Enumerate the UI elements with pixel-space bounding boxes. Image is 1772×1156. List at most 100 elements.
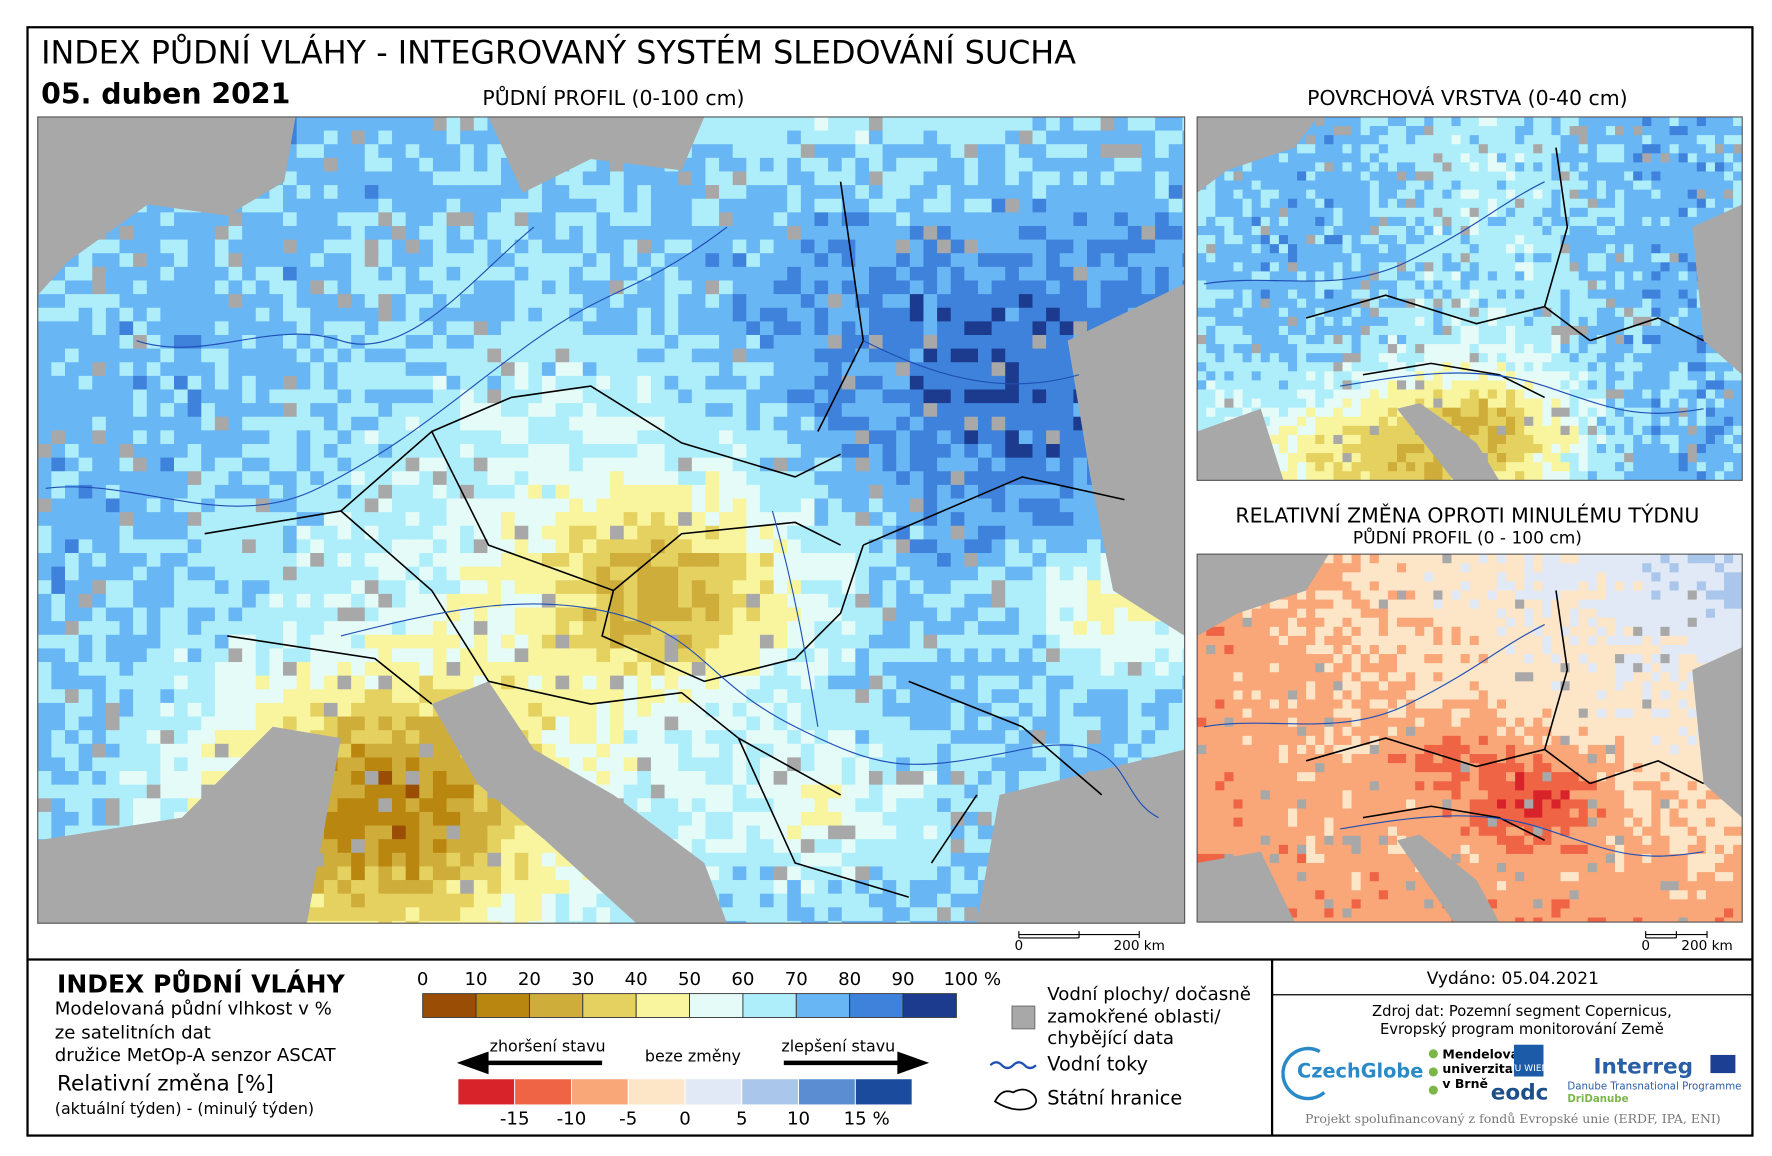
map-cell [909,580,925,595]
map-cell [937,675,952,690]
map-cell [1073,157,1088,173]
map-cell [1046,580,1061,595]
map-cell [950,375,965,391]
map-cell [923,430,938,445]
map-cell [841,294,856,309]
map-cell [896,444,911,459]
map-cell [650,416,666,431]
map-cell [1059,294,1074,309]
map-cell [937,334,952,350]
map-cell [337,662,352,677]
map-cell [242,389,257,404]
map-cell [991,457,1006,472]
map-cell [896,225,911,241]
map-cell [501,648,516,663]
map-cell [896,825,911,840]
map-cell [119,498,134,513]
map-cell [868,225,884,241]
map-cell [255,430,270,445]
map-cell [378,689,393,704]
map-cell [1018,416,1034,431]
map-cell [828,484,843,500]
map-cell [691,539,707,554]
map-cell [705,784,720,799]
map-cell [555,743,570,758]
map-cell [569,675,584,690]
map-cell [828,198,843,213]
map-cell [678,621,693,636]
map-cell [419,280,434,295]
map-cell [119,580,134,595]
map-cell [1018,116,1034,132]
map-cell [187,539,202,554]
map-cell [814,621,829,636]
map-cell [964,430,979,445]
map-cell [1127,280,1143,295]
map-cell [160,648,175,663]
map-cell [1182,702,1185,718]
map-cell [882,907,897,922]
map-cell [432,512,448,527]
map-cell [923,253,938,268]
map-cell [1032,157,1047,173]
map-cell [1182,212,1185,227]
map-cell [787,689,802,704]
map-cell [691,607,707,622]
map-cell [37,348,52,363]
map-cell [201,416,216,431]
map-cell [378,253,393,268]
map-cell [882,280,897,295]
map-cell [514,580,529,595]
map-cell [991,648,1006,663]
map-cell [105,525,121,540]
map-cell [1114,675,1129,690]
map-cell [419,757,434,772]
map-cell [596,362,611,377]
map-cell [977,253,993,268]
map-cell [1046,457,1061,472]
map-cell [337,157,352,173]
map-cell [882,321,897,336]
map-cell [582,648,597,663]
map-cell [1182,171,1185,186]
map-cell [637,171,652,186]
map-cell [255,444,270,459]
map-cell [446,512,461,527]
map-cell [255,266,270,282]
map-cell [446,253,461,268]
map-cell [1046,675,1061,690]
map-cell [610,648,625,663]
map-cell [773,185,788,200]
map-cell [146,634,161,649]
map-cell [1018,607,1034,622]
map-cell [323,144,339,159]
map-cell [364,430,379,445]
map-cell [569,498,584,513]
map-cell [569,743,584,758]
map-cell [460,185,475,200]
map-cell [1114,225,1129,241]
map-cell [610,430,625,445]
map-cell [719,362,734,377]
map-cell [732,253,747,268]
map-cell [1005,253,1020,268]
map-cell [541,852,557,867]
map-cell [201,689,216,704]
map-cell [950,771,965,786]
map-cell [787,430,802,445]
map-cell [51,771,66,786]
map-cell [705,553,720,568]
map-cell [337,730,352,745]
map-cell [92,716,107,731]
map-cell [732,757,747,772]
map-cell [555,484,570,500]
map-cell [828,280,843,295]
map-cell [868,253,884,268]
map-cell [719,553,734,568]
map-cell [569,348,584,363]
map-cell [746,266,761,282]
map-cell [964,362,979,377]
map-cell [705,266,720,282]
map-cell [896,839,911,854]
map-cell [228,730,243,745]
